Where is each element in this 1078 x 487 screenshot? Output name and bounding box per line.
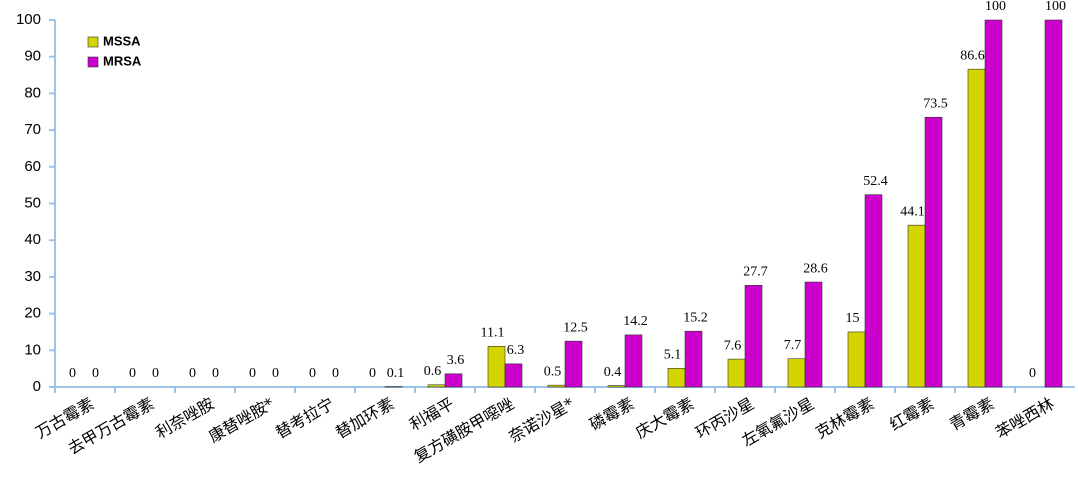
bar (624, 334, 643, 388)
value-label: 0 (309, 366, 316, 381)
value-label: 0 (129, 366, 136, 381)
x-tick-label: 磷霉素 (586, 394, 637, 434)
x-tick-label: 复方磺胺甲噁唑 (411, 394, 518, 466)
y-tick-label: 80 (24, 84, 41, 101)
legend-label: MSSA (103, 33, 141, 48)
value-label: 0.5 (544, 364, 562, 379)
x-tick-label: 红霉素 (886, 394, 937, 434)
bar (684, 330, 703, 388)
y-tick-label: 90 (24, 48, 41, 65)
bar (427, 384, 446, 388)
x-tick-label: 奈诺沙星* (505, 394, 577, 446)
x-tick-label: 替考拉宁 (272, 394, 337, 442)
x-tick-label: 康替唑胺* (205, 394, 277, 446)
bar (907, 224, 926, 388)
value-label: 28.6 (803, 261, 828, 276)
value-label: 15.2 (683, 310, 708, 325)
bar (967, 68, 986, 388)
value-label: 0.6 (424, 364, 442, 379)
value-label: 100 (1045, 0, 1066, 14)
x-tick-label: 苯唑西林 (992, 394, 1057, 442)
x-tick-label: 青霉素 (946, 394, 997, 434)
y-tick-label: 50 (24, 194, 41, 211)
y-tick-label: 40 (24, 231, 41, 248)
value-label: 0 (249, 366, 256, 381)
value-label: 15 (846, 311, 860, 326)
value-label: 6.3 (507, 343, 525, 358)
y-tick-label: 20 (24, 305, 41, 322)
value-label: 0 (152, 366, 159, 381)
bar (607, 385, 626, 388)
bar (667, 367, 686, 388)
value-label: 0 (92, 366, 99, 381)
value-label: 0 (189, 366, 196, 381)
bar (444, 373, 463, 388)
bar (787, 358, 806, 388)
value-label: 0 (332, 366, 339, 381)
value-label: 100 (985, 0, 1006, 14)
y-tick-label: 30 (24, 268, 41, 285)
value-label: 0 (1029, 366, 1036, 381)
y-tick-label: 70 (24, 121, 41, 138)
value-label: 3.6 (447, 353, 465, 368)
value-label: 86.6 (960, 48, 985, 63)
value-label: 27.7 (743, 265, 768, 280)
value-label: 12.5 (563, 320, 588, 335)
value-label: 5.1 (664, 348, 682, 363)
bar (804, 281, 823, 388)
legend-swatch (87, 36, 99, 48)
legend-label: MRSA (103, 53, 142, 68)
bar (847, 331, 866, 388)
value-label: 0.4 (604, 365, 622, 380)
y-tick-label: 60 (24, 158, 41, 175)
value-label: 14.2 (623, 314, 648, 329)
value-label: 0 (369, 366, 376, 381)
bar (1044, 19, 1063, 388)
value-label: 0 (212, 366, 219, 381)
x-tick-label: 庆大霉素 (632, 394, 697, 442)
bar (864, 194, 883, 388)
bar (727, 358, 746, 388)
bar (924, 116, 943, 388)
bar (547, 384, 566, 388)
value-label: 7.6 (724, 338, 742, 353)
bar (984, 19, 1003, 388)
x-tick-label: 替加环素 (332, 394, 397, 442)
value-label: 0.1 (387, 366, 405, 381)
value-label: 0 (69, 366, 76, 381)
y-tick-label: 100 (16, 11, 41, 28)
bar (487, 345, 506, 388)
x-tick-label: 克林霉素 (812, 394, 877, 442)
value-label: 0 (272, 366, 279, 381)
y-tick-label: 10 (24, 341, 41, 358)
value-label: 73.5 (923, 96, 948, 111)
value-label: 11.1 (481, 325, 505, 340)
value-label: 52.4 (863, 174, 888, 189)
bar (504, 363, 523, 388)
value-label: 7.7 (784, 338, 802, 353)
bar (564, 340, 583, 388)
bar (744, 285, 763, 388)
legend-swatch (87, 56, 99, 68)
y-tick-label: 0 (33, 378, 41, 395)
value-label: 44.1 (900, 204, 925, 219)
